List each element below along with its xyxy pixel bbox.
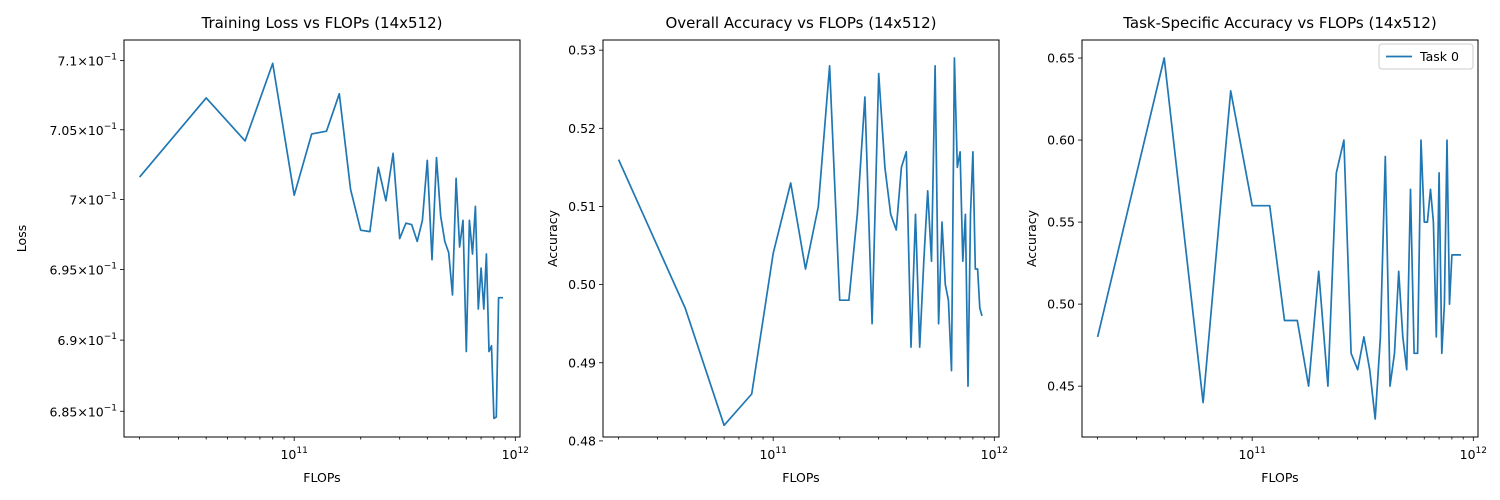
y-axis-label: Loss xyxy=(14,225,29,252)
y-tick-label: 0.50 xyxy=(1047,297,1075,312)
loss-panel: 1011 1012 6.85×10−1 6.9×10−1 6.95×10−1 7×10−1… xyxy=(14,14,529,485)
x-tick-label: 1012 xyxy=(981,446,1008,462)
legend-label: Task 0 xyxy=(1419,49,1459,64)
y-tick-label: 0.52 xyxy=(568,121,596,136)
y-tick-label: 0.55 xyxy=(1047,215,1075,230)
series-line xyxy=(617,57,983,427)
task-accuracy-panel: 1011 1012 0.45 0.50 0.55 0.60 0.65 Task-Specifi… xyxy=(1024,14,1487,485)
legend: Task 0 xyxy=(1378,43,1474,70)
chart-title: Overall Accuracy vs FLOPs (14x512) xyxy=(665,14,936,32)
plot-frame xyxy=(123,39,521,438)
y-axis-label: Accuracy xyxy=(545,209,560,267)
y-tick-label: 0.49 xyxy=(568,355,596,370)
overall-accuracy-panel: 1011 1012 0.48 0.49 0.50 0.51 0.52 0.53 Overall … xyxy=(545,14,1008,485)
y-tick-label: 7×10−1 xyxy=(69,191,117,207)
series-line xyxy=(1096,57,1461,420)
y-tick-label: 0.60 xyxy=(1047,133,1075,148)
x-axis-label: FLOPs xyxy=(303,470,340,485)
y-tick-label: 0.65 xyxy=(1047,51,1075,66)
y-tick-label: 0.48 xyxy=(568,433,596,448)
chart-title: Training Loss vs FLOPs (14x512) xyxy=(200,14,442,32)
y-tick-label: 7.05×10−1 xyxy=(49,122,117,138)
x-tick-label: 1012 xyxy=(1460,446,1487,462)
x-tick-label: 1011 xyxy=(759,446,786,462)
x-tick-label: 1011 xyxy=(280,446,307,462)
chart-title: Task-Specific Accuracy vs FLOPs (14x512) xyxy=(1122,14,1437,32)
x-tick-label: 1011 xyxy=(1238,446,1265,462)
y-tick-label: 6.9×10−1 xyxy=(57,332,117,348)
x-axis-label: FLOPs xyxy=(1261,470,1298,485)
series-line xyxy=(138,62,503,420)
y-tick-label: 0.53 xyxy=(568,43,596,58)
x-tick-label: 1012 xyxy=(502,446,529,462)
plot-frame xyxy=(602,39,1000,438)
y-axis-label: Accuracy xyxy=(1024,209,1039,267)
x-axis-label: FLOPs xyxy=(782,470,819,485)
y-tick-label: 6.95×10−1 xyxy=(49,262,117,278)
y-tick-label: 0.50 xyxy=(568,277,596,292)
y-tick-label: 7.1×10−1 xyxy=(57,53,117,69)
y-tick-label: 6.85×10−1 xyxy=(49,403,117,419)
legend-box xyxy=(1378,43,1474,70)
plot-frame xyxy=(1081,39,1479,438)
y-tick-label: 0.51 xyxy=(568,199,596,214)
y-tick-label: 0.45 xyxy=(1047,379,1075,394)
